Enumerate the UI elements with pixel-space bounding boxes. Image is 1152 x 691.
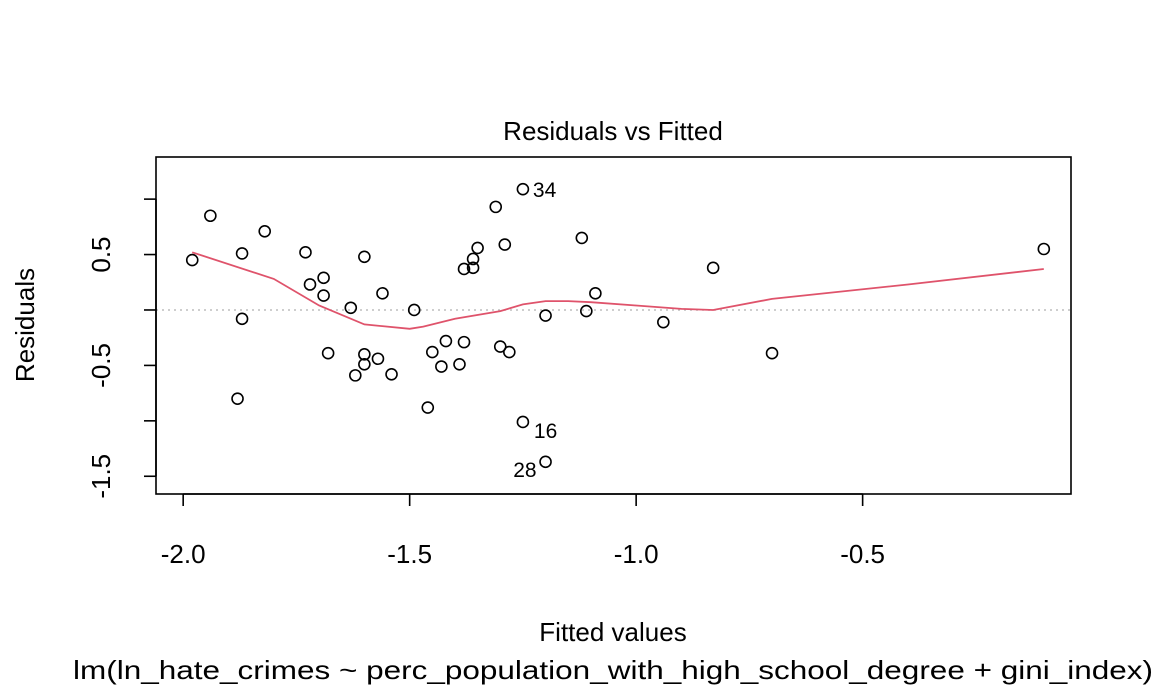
data-point	[358, 250, 371, 264]
point-label-16: 16	[534, 420, 557, 443]
data-point	[258, 224, 272, 238]
data-point	[516, 182, 530, 196]
data-point	[407, 303, 421, 317]
data-point	[516, 415, 530, 429]
data-point	[376, 287, 389, 300]
data-point	[765, 346, 779, 360]
x-tick-label: -1.5	[387, 539, 432, 569]
data-point	[385, 367, 398, 381]
data-point	[466, 261, 480, 275]
data-point	[439, 334, 453, 348]
data-point	[706, 261, 720, 275]
plot-frame	[155, 156, 1072, 495]
data-point	[503, 345, 516, 359]
data-point	[349, 369, 362, 382]
model-formula-subtitle: lm(ln_hate_crimes ~ perc_population_with…	[73, 655, 1152, 685]
data-point	[426, 345, 439, 359]
data-point	[457, 335, 471, 349]
data-point	[1037, 242, 1051, 256]
data-point	[371, 352, 385, 366]
data-point	[489, 200, 503, 214]
data-point	[580, 304, 593, 318]
data-point	[471, 241, 484, 255]
data-point	[303, 278, 317, 291]
point-label-28: 28	[513, 459, 536, 482]
data-point	[421, 401, 435, 414]
data-point	[575, 231, 589, 245]
x-axis-label: Fitted values	[539, 617, 686, 647]
data-point	[498, 238, 512, 251]
x-axis: -2.0 -1.5 -1.0 -0.5	[161, 493, 885, 569]
data-point	[466, 252, 480, 266]
data-point	[358, 348, 371, 361]
data-point	[185, 253, 199, 267]
smooth-layer	[191, 251, 1044, 330]
data-point	[231, 392, 244, 405]
points-layer	[185, 182, 1051, 469]
data-point	[657, 315, 670, 329]
data-point	[358, 357, 371, 371]
data-point	[204, 209, 217, 223]
chart-title: Residuals vs Fitted	[503, 116, 723, 146]
data-point	[299, 246, 312, 259]
y-tick-label: -0.5	[86, 343, 116, 388]
x-tick-label: -0.5	[840, 539, 885, 569]
data-point	[539, 455, 552, 469]
lowess-smooth-line	[191, 251, 1044, 330]
y-tick-label: -1.5	[86, 454, 116, 499]
data-point	[457, 262, 471, 276]
data-point	[435, 360, 448, 373]
point-labels-layer: 34 16 28	[513, 179, 557, 482]
data-point	[235, 312, 249, 326]
data-point	[539, 309, 552, 322]
data-point	[589, 287, 602, 300]
data-point	[453, 357, 466, 371]
data-point	[493, 340, 507, 353]
x-tick-label: -1.0	[614, 539, 659, 569]
y-axis: -1.5 -0.5 0.5	[86, 198, 157, 499]
data-point	[344, 301, 358, 315]
y-tick-label: 0.5	[86, 236, 116, 272]
data-point	[235, 247, 249, 260]
x-tick-label: -2.0	[161, 539, 206, 569]
data-point	[317, 271, 330, 285]
data-point	[321, 346, 335, 360]
point-label-34: 34	[533, 179, 557, 202]
data-point	[317, 289, 330, 302]
y-axis-label: Residuals	[10, 268, 40, 382]
